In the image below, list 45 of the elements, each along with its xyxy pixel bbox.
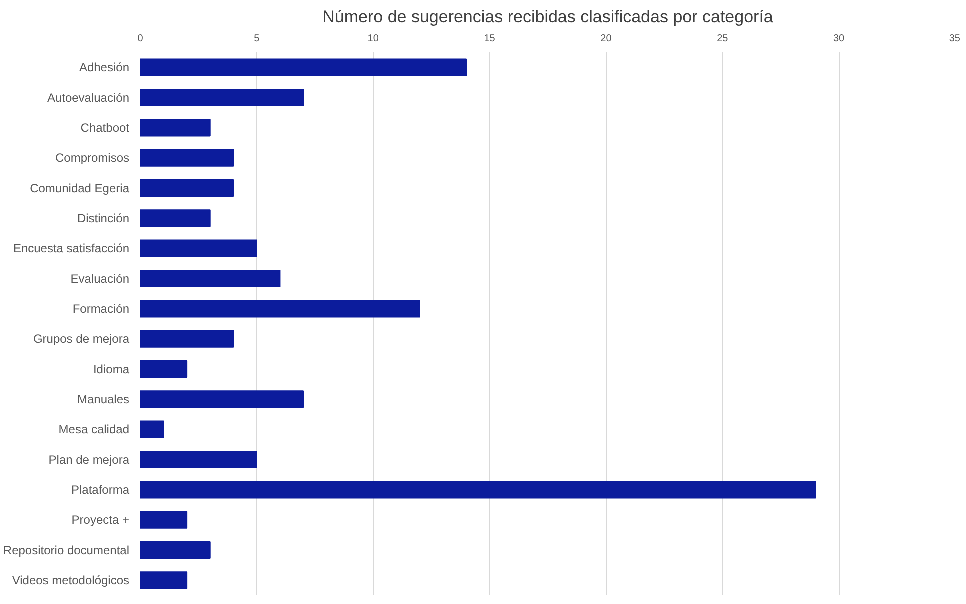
bar bbox=[140, 420, 164, 438]
bar bbox=[140, 58, 467, 76]
bar bbox=[140, 88, 304, 107]
y-tick-label: Encuesta satisfacción bbox=[13, 242, 130, 256]
bar bbox=[140, 119, 211, 137]
y-tick-label: Chatboot bbox=[80, 120, 130, 135]
bar bbox=[140, 300, 420, 318]
x-tick-label: 35 bbox=[949, 34, 961, 44]
bar bbox=[140, 210, 211, 228]
y-tick-label: Adhesión bbox=[79, 60, 130, 75]
bar bbox=[140, 450, 258, 469]
x-tick-label: 0 bbox=[138, 34, 144, 44]
x-tick-label: 5 bbox=[254, 34, 260, 44]
y-tick-label: Mesa calidad bbox=[58, 422, 130, 437]
y-tick-label: Comunidad Egeria bbox=[30, 181, 130, 196]
y-tick-label: Grupos de mejora bbox=[33, 332, 130, 346]
bar bbox=[140, 149, 234, 167]
y-tick-label: Plan de mejora bbox=[48, 452, 130, 467]
bar bbox=[140, 179, 234, 198]
bar bbox=[140, 390, 304, 408]
bar bbox=[140, 240, 258, 258]
y-tick-label: Distinción bbox=[77, 211, 130, 226]
y-tick-label: Manuales bbox=[77, 392, 130, 406]
y-tick-label: Formación bbox=[72, 302, 130, 316]
bar bbox=[140, 330, 234, 348]
chart-title: Número de sugerencias recibidas clasificadas por categoría bbox=[322, 8, 774, 26]
bar bbox=[140, 360, 188, 378]
x-tick-label: 30 bbox=[834, 34, 846, 44]
x-tick-label: 15 bbox=[484, 34, 496, 44]
y-tick-label: Plataforma bbox=[71, 482, 130, 497]
y-tick-label: Idioma bbox=[93, 362, 130, 376]
bar bbox=[140, 511, 188, 529]
x-tick-label: 20 bbox=[600, 34, 612, 44]
x-tick-label: 25 bbox=[717, 34, 729, 44]
y-tick-label: Autoevaluación bbox=[47, 90, 130, 105]
bar bbox=[140, 481, 816, 499]
bar bbox=[140, 572, 188, 590]
y-tick-label: Repositorio documental bbox=[3, 543, 130, 558]
y-tick-label: Proyecta + bbox=[72, 513, 130, 528]
y-tick-label: Compromisos bbox=[55, 151, 130, 166]
bar bbox=[140, 270, 281, 288]
x-tick-label: 10 bbox=[368, 34, 380, 44]
y-tick-label: Evaluación bbox=[70, 272, 130, 286]
y-tick-label: Videos metodológicos bbox=[12, 573, 130, 588]
bar bbox=[140, 541, 211, 560]
